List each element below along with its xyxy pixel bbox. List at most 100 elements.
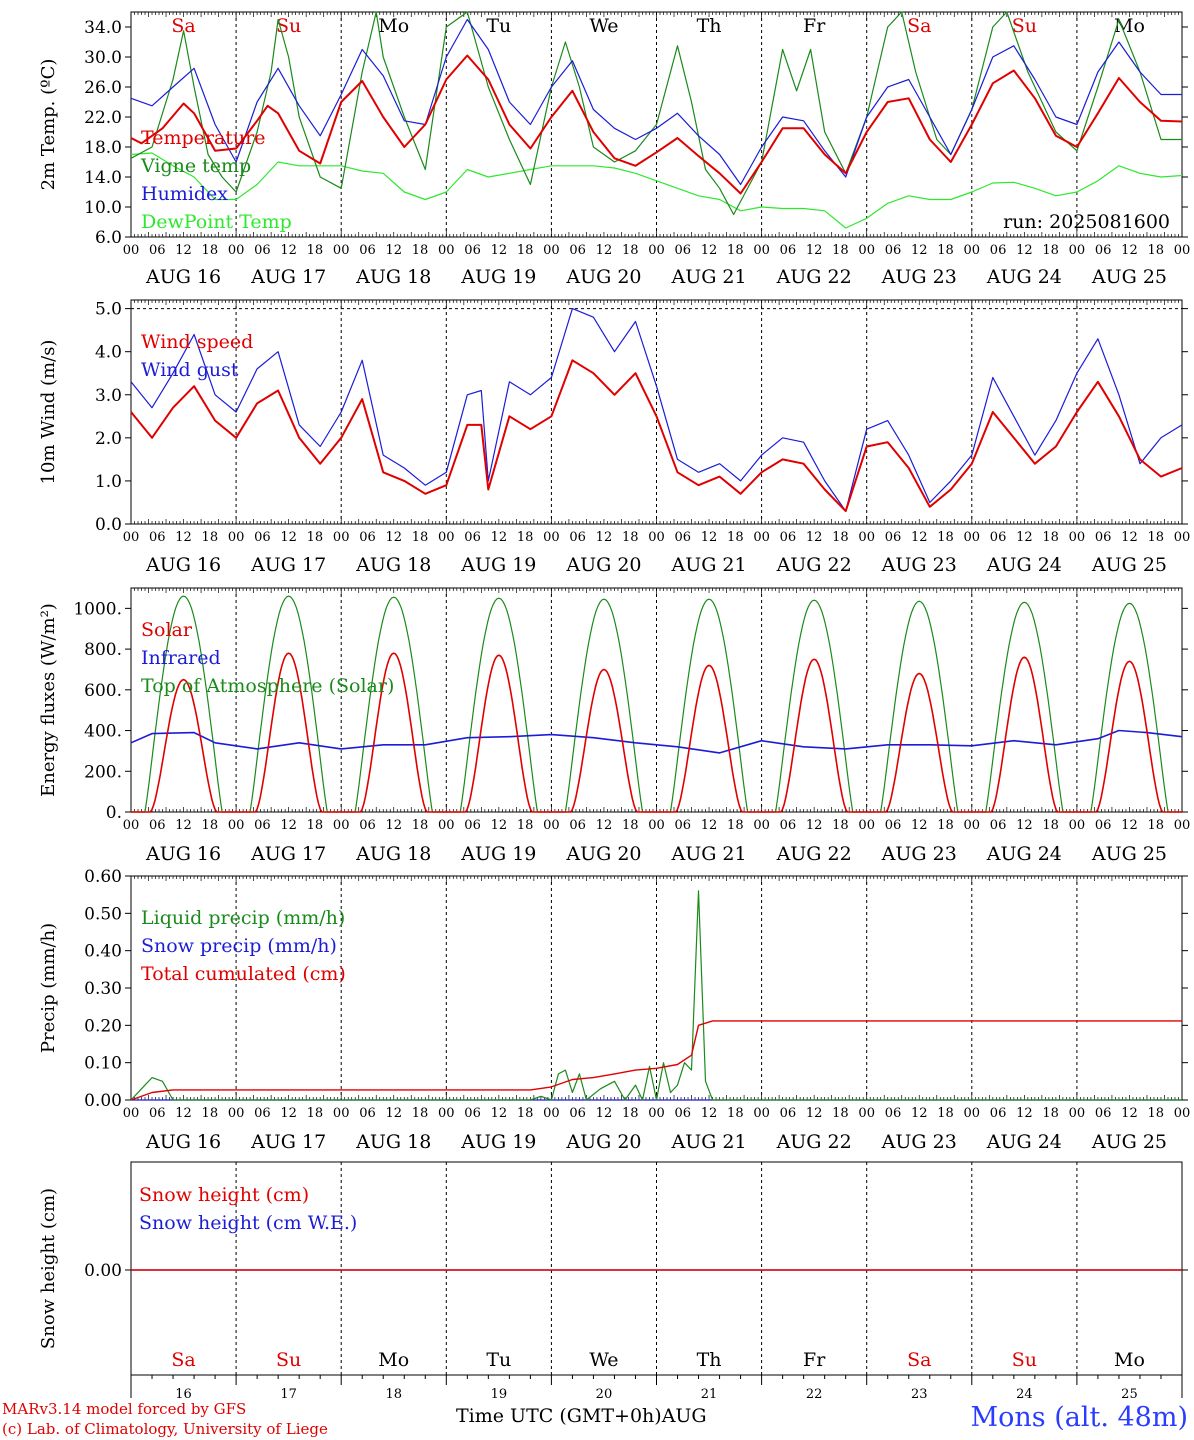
date-label: AUG 25 xyxy=(1091,554,1167,576)
hour-tick-label: 06 xyxy=(149,243,166,258)
day-name: Th xyxy=(697,1349,722,1371)
hour-tick-label: 12 xyxy=(385,1106,402,1121)
date-label: AUG 23 xyxy=(881,554,957,576)
day-name: We xyxy=(589,15,618,37)
hour-tick-label: 00 xyxy=(228,243,245,258)
y-tick-label: 0. xyxy=(106,803,122,823)
hour-tick-label: 18 xyxy=(202,530,219,545)
y-tick-label: 14.0 xyxy=(84,168,122,188)
hour-tick-label: 18 xyxy=(307,243,324,258)
y-tick-label: 600. xyxy=(84,681,122,701)
hour-tick-label: 12 xyxy=(385,530,402,545)
legend-entry: Snow precip (mm/h) xyxy=(141,935,337,957)
day-name: Sa xyxy=(907,15,931,37)
series-wind-gust xyxy=(130,308,1183,512)
hour-tick-label: 00 xyxy=(1174,530,1191,545)
hour-tick-label: 00 xyxy=(753,1106,770,1121)
hour-tick-label: 12 xyxy=(385,818,402,833)
hour-tick-label: 06 xyxy=(780,530,797,545)
date-label: AUG 24 xyxy=(986,554,1062,576)
hour-tick-label: 12 xyxy=(491,818,508,833)
hour-tick-label: 12 xyxy=(701,818,718,833)
y-tick-label: 0.30 xyxy=(84,979,122,999)
panel-2: 0.0 1.0 2.0 3.0 4.0 5.0 10m Wind (m/s) 00 06 12 18… xyxy=(38,299,1191,576)
hour-tick-label: 06 xyxy=(359,243,376,258)
hour-tick-label: 00 xyxy=(543,243,560,258)
y-tick-label: 800. xyxy=(84,640,122,660)
day-number: 25 xyxy=(1121,1387,1138,1402)
hour-tick-label: 06 xyxy=(990,243,1007,258)
series-liquid-precip xyxy=(130,890,1182,1101)
hour-tick-label: 00 xyxy=(333,530,350,545)
date-label: AUG 21 xyxy=(670,843,746,865)
hour-tick-label: 12 xyxy=(1016,818,1033,833)
y-tick-label: 5.0 xyxy=(95,300,122,320)
legend-entry: Humidex xyxy=(141,183,228,205)
hour-tick-label: 18 xyxy=(937,530,954,545)
hour-tick-label: 00 xyxy=(964,530,981,545)
hour-tick-label: 00 xyxy=(858,1106,875,1121)
y-axis-label: 10m Wind (m/s) xyxy=(38,340,59,485)
legend-entry: Solar xyxy=(141,619,193,641)
hour-tick-label: 00 xyxy=(123,243,140,258)
y-tick-label: 0.00 xyxy=(84,1091,122,1111)
hour-tick-label: 18 xyxy=(937,1106,954,1121)
hour-tick-label: 06 xyxy=(464,1106,481,1121)
date-label: AUG 24 xyxy=(986,1131,1062,1153)
hour-tick-label: 12 xyxy=(911,1106,928,1121)
day-number: 23 xyxy=(911,1387,928,1402)
y-tick-label: 0.50 xyxy=(84,904,122,924)
day-number: 22 xyxy=(806,1387,823,1402)
date-label: AUG 18 xyxy=(355,554,431,576)
y-tick-label: 2.0 xyxy=(95,429,122,449)
model-credit: MARv3.14 model forced by GFS xyxy=(2,1400,247,1418)
hour-tick-label: 06 xyxy=(675,818,692,833)
hour-tick-label: 06 xyxy=(569,530,586,545)
hour-tick-label: 18 xyxy=(307,818,324,833)
hour-tick-label: 06 xyxy=(990,530,1007,545)
day-name: Sa xyxy=(171,1349,195,1371)
hour-tick-label: 06 xyxy=(1095,1106,1112,1121)
hour-tick-label: 06 xyxy=(885,530,902,545)
hour-tick-label: 12 xyxy=(1016,243,1033,258)
hour-tick-label: 12 xyxy=(491,1106,508,1121)
hour-tick-label: 18 xyxy=(517,1106,534,1121)
date-label: AUG 19 xyxy=(460,266,536,288)
hour-tick-label: 00 xyxy=(858,243,875,258)
date-label: AUG 20 xyxy=(565,843,641,865)
date-label: AUG 18 xyxy=(355,1131,431,1153)
day-number: 19 xyxy=(491,1387,508,1402)
day-name: Fr xyxy=(803,1349,826,1371)
hour-tick-label: 06 xyxy=(780,243,797,258)
hour-tick-label: 12 xyxy=(911,243,928,258)
y-axis-label: Energy fluxes (W/m²) xyxy=(38,603,59,797)
date-label: AUG 21 xyxy=(670,554,746,576)
y-tick-label: 200. xyxy=(84,762,122,782)
date-label: AUG 17 xyxy=(250,554,326,576)
day-name: Fr xyxy=(803,15,826,37)
hour-tick-label: 00 xyxy=(648,243,665,258)
y-tick-label: 1.0 xyxy=(95,472,122,492)
date-label: AUG 21 xyxy=(670,266,746,288)
hour-tick-label: 06 xyxy=(359,1106,376,1121)
date-label: AUG 22 xyxy=(776,1131,852,1153)
hour-tick-label: 12 xyxy=(806,243,823,258)
date-label: AUG 18 xyxy=(355,843,431,865)
hour-tick-label: 06 xyxy=(149,818,166,833)
date-label: AUG 16 xyxy=(145,1131,221,1153)
hour-tick-label: 18 xyxy=(1147,530,1164,545)
hour-tick-label: 06 xyxy=(990,1106,1007,1121)
legend-entry: Snow height (cm W.E.) xyxy=(139,1212,357,1234)
hour-tick-label: 00 xyxy=(1174,818,1191,833)
y-tick-label: 0.60 xyxy=(84,867,122,887)
x-axis-title: Time UTC (GMT+0h)AUG xyxy=(456,1405,707,1427)
date-label: AUG 25 xyxy=(1091,266,1167,288)
hour-tick-label: 18 xyxy=(622,243,639,258)
hour-tick-label: 12 xyxy=(280,1106,297,1121)
hour-tick-label: 18 xyxy=(1147,1106,1164,1121)
hour-tick-label: 00 xyxy=(123,818,140,833)
day-name: Mo xyxy=(378,15,409,37)
hour-tick-label: 00 xyxy=(438,1106,455,1121)
series-solar xyxy=(131,652,1182,813)
y-axis-label: Precip (mm/h) xyxy=(38,923,59,1053)
